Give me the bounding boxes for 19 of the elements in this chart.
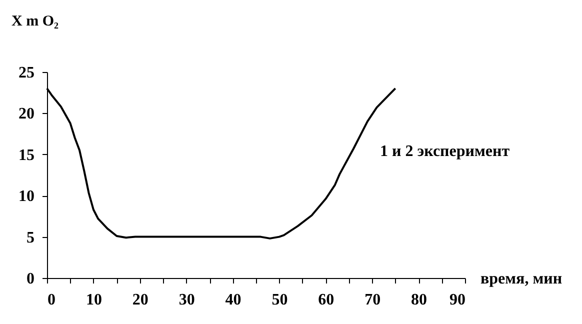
y-tick-label: 25 bbox=[18, 64, 34, 82]
x-tick-label: 90 bbox=[450, 292, 466, 308]
x-axis-title: время, мин bbox=[480, 270, 562, 288]
x-tick-label: 70 bbox=[364, 292, 381, 308]
annotation: 1 и 2 эксперимент bbox=[380, 143, 510, 160]
y-tick-label: 5 bbox=[26, 229, 34, 246]
y-axis-title: X m O₂ bbox=[12, 14, 59, 30]
x-tick-label: 40 bbox=[225, 292, 242, 308]
y-tick-label: 10 bbox=[18, 188, 34, 206]
x-tick-label: 80 bbox=[411, 292, 428, 308]
x-tick-label: 20 bbox=[132, 292, 148, 308]
x-tick-label: 30 bbox=[178, 292, 195, 308]
x-tick-label: 50 bbox=[272, 292, 288, 308]
y-tick-label: 0 bbox=[26, 270, 34, 288]
x-tick-label: 10 bbox=[86, 292, 102, 308]
x-tick-label: 0 bbox=[48, 292, 56, 308]
y-tick-label: 20 bbox=[18, 106, 34, 123]
y-tick-label: 15 bbox=[18, 146, 34, 164]
x-tick-label: 60 bbox=[318, 292, 334, 308]
